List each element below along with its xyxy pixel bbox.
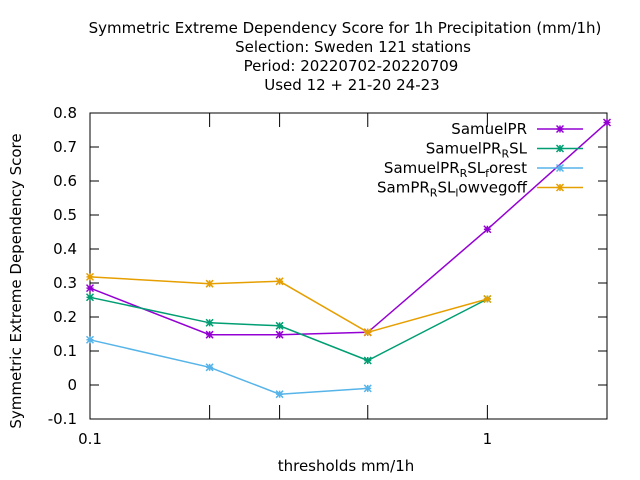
data-point bbox=[363, 384, 372, 393]
y-tick-label: 0.3 bbox=[53, 274, 77, 292]
legend-entry-samuelpr-rsl-forest: SamuelPRRSLforest bbox=[384, 159, 583, 180]
data-point bbox=[205, 330, 214, 339]
legend-label-subscript: f bbox=[485, 167, 490, 180]
data-point bbox=[275, 277, 284, 286]
y-tick-label: 0 bbox=[67, 376, 77, 394]
data-point bbox=[275, 330, 284, 339]
legend-label-part: SL bbox=[509, 140, 528, 158]
y-tick-label: 0.5 bbox=[53, 206, 77, 224]
data-point bbox=[205, 279, 214, 288]
legend-marker bbox=[555, 144, 565, 153]
y-tick-label: 0.1 bbox=[53, 342, 77, 360]
x-axis-label: thresholds mm/1h bbox=[278, 457, 415, 475]
y-axis: -0.1 0 0.1 0.2 0.3 0.4 0.5 0.6 0.7 0.8 bbox=[48, 104, 607, 428]
x-axis: 0.1 1 bbox=[78, 113, 608, 448]
title-line-2: Selection: Sweden 121 stations bbox=[235, 38, 471, 56]
legend-label-part: SamuelPR bbox=[451, 120, 527, 138]
legend-label-subscript: R bbox=[501, 148, 509, 161]
x-tick-label: 1 bbox=[483, 430, 493, 448]
legend-label: SamPRRSLlowvegoff bbox=[377, 179, 528, 200]
series-sampr-rsl-lowvegoff bbox=[85, 272, 492, 337]
plot-frame bbox=[89, 112, 608, 420]
y-tick-label: 0.4 bbox=[53, 240, 77, 258]
data-point bbox=[483, 294, 492, 304]
legend: SamuelPRSamuelPRRSLSamuelPRRSLforestSamP… bbox=[377, 120, 583, 200]
legend-marker bbox=[555, 163, 565, 173]
series-line bbox=[89, 276, 488, 334]
legend-label-subscript: l bbox=[455, 187, 458, 200]
series-line bbox=[89, 121, 608, 336]
legend-label-part: SamuelPR bbox=[426, 140, 502, 158]
data-point bbox=[85, 293, 95, 302]
y-tick-label: 0.6 bbox=[53, 172, 77, 190]
title-line-1: Symmetric Extreme Dependency Score for 1… bbox=[89, 19, 602, 37]
legend-label-part: owvegoff bbox=[458, 179, 527, 197]
legend-label-subscript: R bbox=[460, 167, 468, 180]
legend-label: SamuelPR bbox=[451, 120, 527, 138]
y-tick-label: 0.7 bbox=[53, 138, 77, 156]
data-point bbox=[205, 363, 214, 372]
data-point bbox=[275, 390, 284, 399]
chart-title: Symmetric Extreme Dependency Score for 1… bbox=[89, 19, 602, 94]
data-point bbox=[483, 225, 492, 234]
y-tick-label: 0.8 bbox=[53, 104, 77, 122]
legend-entry-samuelpr-rsl: SamuelPRRSL bbox=[426, 140, 583, 161]
title-line-4: Used 12 + 21-20 24-23 bbox=[264, 76, 439, 94]
legend-marker bbox=[555, 124, 565, 134]
data-point bbox=[85, 272, 95, 281]
data-point bbox=[205, 318, 214, 327]
series-line bbox=[89, 339, 368, 395]
legend-label-part: SL bbox=[467, 159, 486, 177]
y-axis-label: Symmetric Extreme Dependency Score bbox=[7, 133, 25, 428]
x-tick-label: 0.1 bbox=[78, 430, 102, 448]
data-point bbox=[363, 328, 372, 337]
legend-label: SamuelPRRSL bbox=[426, 140, 528, 161]
data-point bbox=[85, 284, 95, 293]
legend-entry-sampr-rsl-lowvegoff: SamPRRSLlowvegoff bbox=[377, 179, 583, 200]
y-tick-label: -0.1 bbox=[48, 410, 77, 428]
series-group bbox=[85, 118, 612, 399]
legend-marker bbox=[555, 183, 565, 192]
data-point bbox=[602, 118, 612, 127]
legend-label-part: SamPR bbox=[377, 179, 430, 197]
legend-label-part: orest bbox=[489, 159, 527, 177]
y-tick-label: 0.2 bbox=[53, 308, 77, 326]
data-point bbox=[85, 335, 95, 344]
legend-label-subscript: R bbox=[430, 187, 438, 200]
legend-label: SamuelPRRSLforest bbox=[384, 159, 527, 180]
title-line-3: Period: 20220702-20220709 bbox=[244, 57, 459, 75]
series-samuelpr-rsl-forest bbox=[85, 335, 372, 399]
data-point bbox=[275, 321, 284, 330]
legend-label-part: SL bbox=[437, 179, 456, 197]
series-line bbox=[89, 296, 488, 362]
legend-entry-samuelpr: SamuelPR bbox=[451, 120, 583, 138]
data-point bbox=[363, 356, 372, 365]
legend-label-part: SamuelPR bbox=[384, 159, 460, 177]
series-samuelpr bbox=[85, 118, 612, 339]
